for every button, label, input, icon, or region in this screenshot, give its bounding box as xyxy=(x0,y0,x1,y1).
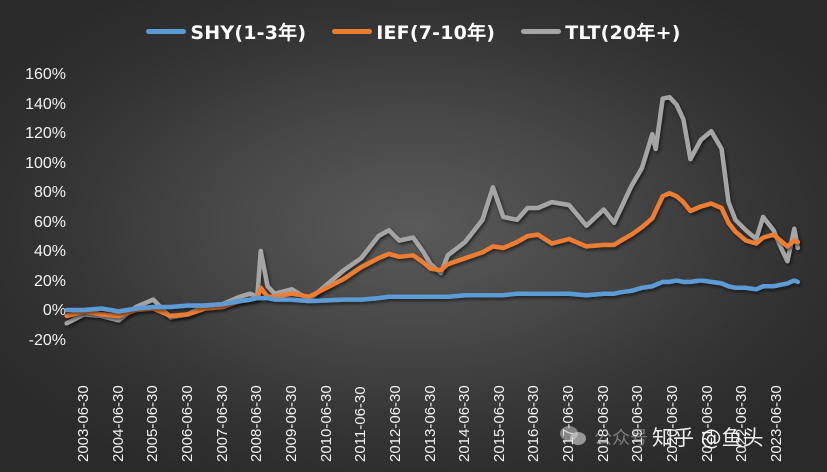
legend-item-ief: IEF(7-10年) xyxy=(332,18,495,45)
y-tick-label: 80% xyxy=(33,184,66,202)
watermark-wechat-label: 公众号 xyxy=(594,428,648,449)
y-tick-label: 100% xyxy=(25,154,66,172)
wechat-icon xyxy=(560,426,590,448)
y-tick-label: 0% xyxy=(42,302,66,320)
chart-legend: SHY(1-3年) IEF(7-10年) TLT(20年+) xyxy=(0,18,827,45)
watermark: 公众号 知乎 @鱼头 xyxy=(560,422,764,452)
legend-label-shy: SHY(1-3年) xyxy=(190,22,307,44)
legend-label-ief: IEF(7-10年) xyxy=(376,22,496,44)
legend-item-shy: SHY(1-3年) xyxy=(146,18,306,45)
y-tick-label: 40% xyxy=(33,243,66,261)
y-tick-label: -20% xyxy=(28,332,66,349)
legend-swatch-ief xyxy=(332,29,373,34)
series-lines xyxy=(64,94,801,326)
series-line-shy xyxy=(64,278,801,314)
watermark-author: 知乎 @鱼头 xyxy=(652,426,764,450)
legend-swatch-tlt xyxy=(521,29,562,34)
legend-swatch-shy xyxy=(146,29,187,34)
legend-label-tlt: TLT(20年+) xyxy=(565,22,681,44)
y-tick-label: 120% xyxy=(25,125,66,143)
y-tick-label: 160% xyxy=(25,66,66,83)
y-tick-label: 20% xyxy=(33,272,66,290)
y-tick-label: 60% xyxy=(33,213,66,231)
legend-item-tlt: TLT(20年+) xyxy=(521,18,680,45)
y-tick-label: 140% xyxy=(25,95,66,113)
series-line-tlt xyxy=(64,94,801,326)
